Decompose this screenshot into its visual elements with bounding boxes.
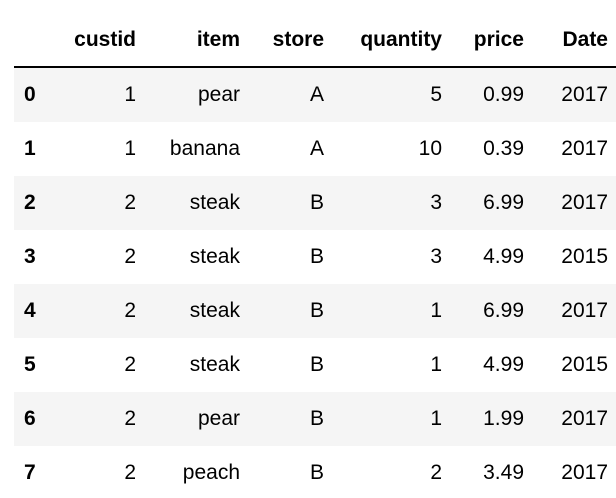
column-header-store: store (248, 14, 332, 68)
cell-date: 2015 (561, 353, 608, 376)
table-body: 0 1 pear A 5 0.99 2017 1 1 banana A 10 0.39 2017 2 2 ste… (14, 67, 616, 498)
table-row: 4 2 steak B 1 6.99 2017 (14, 284, 616, 338)
cell-price: 0.99 (483, 83, 524, 106)
cell-date: 2017 (561, 191, 608, 214)
table-row: 3 2 steak B 3 4.99 2015 (14, 230, 616, 284)
cell-price: 3.49 (483, 461, 524, 484)
cell-item: steak (189, 353, 240, 376)
column-header-date: Date (532, 14, 616, 68)
cell-custid: 2 (124, 191, 136, 214)
cell-quantity: 10 (418, 137, 442, 160)
column-header-item: item (144, 14, 248, 68)
cell-date: 2017 (561, 407, 608, 430)
cell-price: 6.99 (483, 191, 524, 214)
cell-date: 2017 (561, 137, 608, 160)
table-row: 1 1 banana A 10 0.39 2017 (14, 122, 616, 176)
cell-store: B (309, 353, 324, 376)
row-index: 6 (24, 407, 36, 430)
cell-quantity: 2 (430, 461, 442, 484)
cell-quantity: 1 (430, 299, 442, 322)
column-header-custid: custid (58, 14, 144, 68)
cell-quantity: 5 (430, 83, 442, 106)
row-index: 4 (24, 299, 36, 322)
cell-custid: 1 (124, 137, 136, 160)
cell-item: steak (189, 245, 240, 268)
table-row: 5 2 steak B 1 4.99 2015 (14, 338, 616, 392)
cell-price: 4.99 (483, 245, 524, 268)
cell-item: steak (189, 299, 240, 322)
table-row: 7 2 peach B 2 3.49 2017 (14, 446, 616, 498)
row-index: 3 (24, 245, 36, 268)
cell-item: pear (197, 83, 240, 106)
row-index: 7 (24, 461, 36, 484)
cell-quantity: 1 (430, 353, 442, 376)
header-row: custid item store quantity price Date (14, 14, 616, 68)
cell-item: pear (197, 407, 240, 430)
cell-custid: 2 (124, 245, 136, 268)
cell-item: peach (182, 461, 240, 484)
cell-price: 4.99 (483, 353, 524, 376)
cell-price: 0.39 (483, 137, 524, 160)
cell-store: A (309, 83, 324, 106)
cell-item: steak (189, 191, 240, 214)
cell-custid: 2 (124, 461, 136, 484)
column-header-quantity: quantity (332, 14, 450, 68)
table-row: 0 1 pear A 5 0.99 2017 (14, 67, 616, 122)
table-header: custid item store quantity price Date (14, 14, 616, 68)
cell-date: 2017 (561, 299, 608, 322)
cell-store: B (309, 407, 324, 430)
cell-custid: 2 (124, 299, 136, 322)
cell-custid: 2 (124, 353, 136, 376)
table-row: 2 2 steak B 3 6.99 2017 (14, 176, 616, 230)
cell-quantity: 3 (430, 245, 442, 268)
cell-store: B (309, 191, 324, 214)
cell-store: A (309, 137, 324, 160)
index-header (14, 14, 58, 68)
row-index: 2 (24, 191, 36, 214)
cell-date: 2017 (561, 83, 608, 106)
cell-date: 2017 (561, 461, 608, 484)
cell-store: B (309, 461, 324, 484)
cell-store: B (309, 245, 324, 268)
row-index: 0 (24, 83, 36, 106)
dataframe-table: custid item store quantity price Date 0 1… (14, 14, 616, 498)
cell-item: banana (169, 137, 240, 160)
column-header-price: price (450, 14, 532, 68)
cell-quantity: 3 (430, 191, 442, 214)
cell-price: 6.99 (483, 299, 524, 322)
cell-store: B (309, 299, 324, 322)
cell-custid: 1 (124, 83, 136, 106)
cell-date: 2015 (561, 245, 608, 268)
cell-price: 1.99 (483, 407, 524, 430)
row-index: 5 (24, 353, 36, 376)
table-row: 6 2 pear B 1 1.99 2017 (14, 392, 616, 446)
cell-quantity: 1 (430, 407, 442, 430)
row-index: 1 (24, 137, 36, 160)
cell-custid: 2 (124, 407, 136, 430)
